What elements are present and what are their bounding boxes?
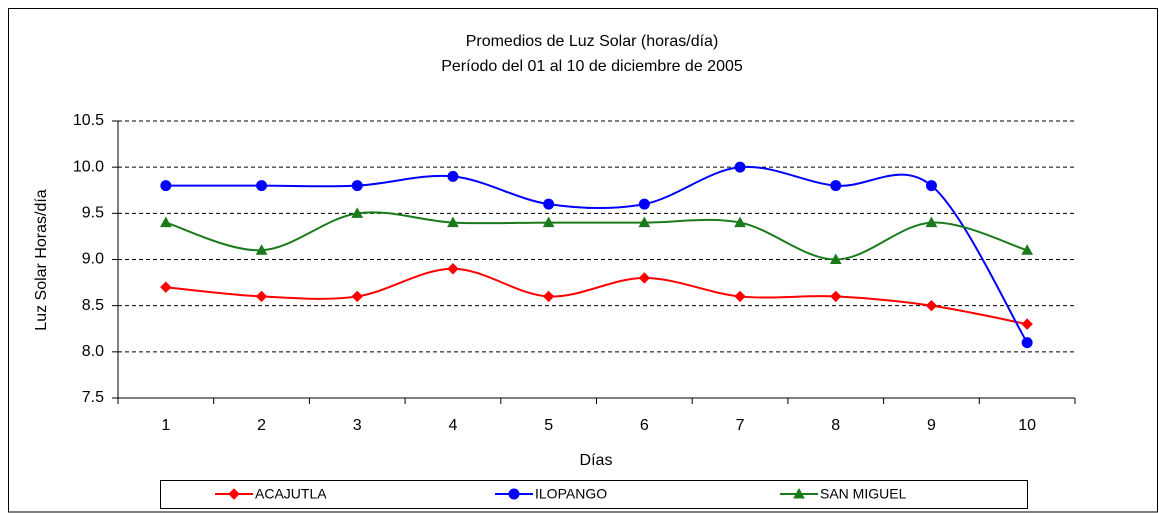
x-tick-label: 5 (544, 417, 553, 434)
y-tick-label: 9.0 (82, 251, 104, 268)
data-point (256, 180, 268, 192)
data-point (542, 290, 555, 303)
x-tick-label: 3 (353, 417, 362, 434)
y-axis-label: Luz Solar Horas/día (33, 189, 50, 331)
data-point (160, 281, 172, 293)
chart-border (8, 8, 1158, 513)
y-tick-label: 10.5 (73, 112, 104, 129)
data-point (734, 216, 746, 228)
x-axis-label: Días (580, 452, 613, 469)
data-point (1021, 318, 1033, 330)
y-tick-label: 8.5 (82, 297, 104, 314)
data-point (447, 170, 459, 182)
x-tick-label: 9 (927, 417, 936, 434)
data-point (638, 272, 651, 284)
data-point (351, 290, 363, 303)
data-point (734, 290, 746, 303)
data-point (830, 290, 842, 303)
data-point (830, 180, 842, 192)
x-tick-label: 2 (257, 417, 266, 434)
data-point (1021, 337, 1033, 349)
data-point (447, 263, 459, 275)
data-point (351, 207, 364, 218)
x-tick-label: 6 (640, 417, 649, 434)
legend-marker (228, 488, 240, 500)
legend-marker (793, 487, 805, 499)
series-line (165, 165, 1029, 344)
y-tick-label: 10.0 (73, 158, 104, 175)
data-point (1021, 244, 1033, 255)
data-point (829, 253, 842, 264)
data-point (351, 180, 363, 192)
chart-subtitle: Período del 01 al 10 de diciembre de 200… (441, 58, 743, 75)
legend-label: SAN MIGUEL (820, 486, 907, 502)
data-point (255, 244, 268, 255)
legend-label: ACAJUTLA (255, 486, 327, 502)
data-point (447, 216, 459, 228)
x-tick-label: 7 (736, 417, 745, 434)
data-point (925, 216, 938, 228)
x-tick-label: 1 (161, 417, 170, 434)
data-point (255, 290, 268, 303)
data-point (734, 161, 746, 173)
legend-box (160, 480, 1028, 509)
y-tick-label: 9.5 (82, 205, 104, 222)
legend-label: ILOPANGO (535, 486, 607, 502)
legend-marker (508, 488, 520, 500)
y-tick-label: 8.0 (82, 343, 104, 360)
chart-title: Promedios de Luz Solar (horas/día) (466, 33, 719, 50)
x-tick-label: 8 (831, 417, 840, 434)
data-point (925, 299, 938, 312)
series-line (165, 211, 1028, 261)
data-point (925, 180, 937, 192)
data-point (638, 216, 651, 228)
data-point (638, 198, 650, 210)
data-point (543, 198, 555, 210)
series-line (165, 267, 1028, 326)
x-tick-label: 4 (448, 417, 457, 434)
x-tick-label: 10 (1018, 417, 1036, 434)
data-point (542, 216, 555, 228)
data-point (160, 216, 172, 228)
data-point (160, 180, 172, 192)
y-tick-label: 7.5 (82, 389, 104, 406)
